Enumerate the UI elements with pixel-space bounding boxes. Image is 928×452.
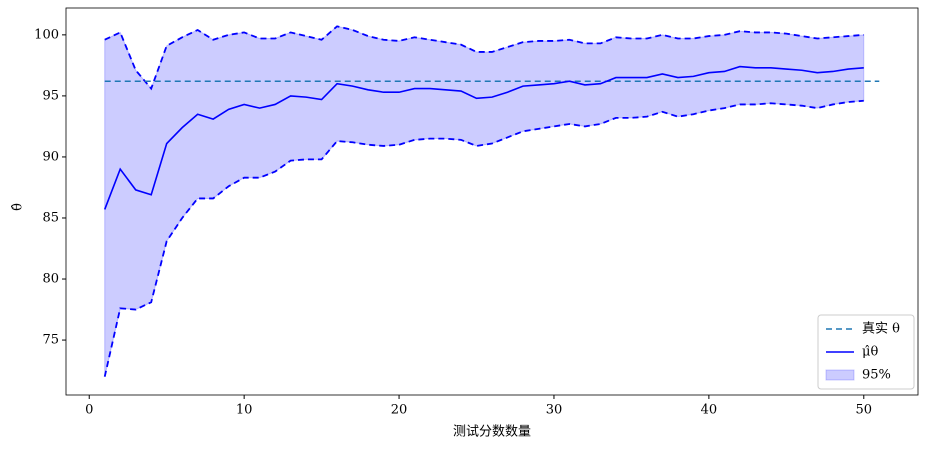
x-tick-label: 20 — [391, 403, 408, 418]
legend-label: 真实 θ — [862, 322, 900, 337]
legend-swatch — [825, 369, 855, 381]
y-tick-label: 85 — [42, 210, 59, 225]
y-tick-label: 100 — [34, 27, 59, 42]
legend-label: μ̂θ — [862, 345, 878, 360]
band-upper-line — [104, 25, 864, 91]
y-axis-label: θ̂ — [11, 203, 26, 211]
plot-frame — [65, 7, 919, 396]
x-tick-label: 30 — [546, 403, 563, 418]
legend-label: 95% — [862, 368, 891, 383]
y-tick-label: 75 — [42, 333, 59, 348]
x-axis-label: 测试分数数量 — [453, 425, 531, 440]
y-tick-label: 80 — [42, 272, 59, 287]
confidence-band — [104, 25, 865, 377]
x-tick-label: 40 — [701, 403, 718, 418]
y-tick-label: 90 — [42, 149, 59, 164]
x-tick-label: 0 — [85, 403, 93, 418]
y-tick-label: 95 — [42, 88, 59, 103]
legend-box — [817, 314, 915, 390]
x-tick-label: 50 — [856, 403, 873, 418]
mean-line — [103, 65, 864, 210]
x-tick-label: 10 — [236, 403, 253, 418]
